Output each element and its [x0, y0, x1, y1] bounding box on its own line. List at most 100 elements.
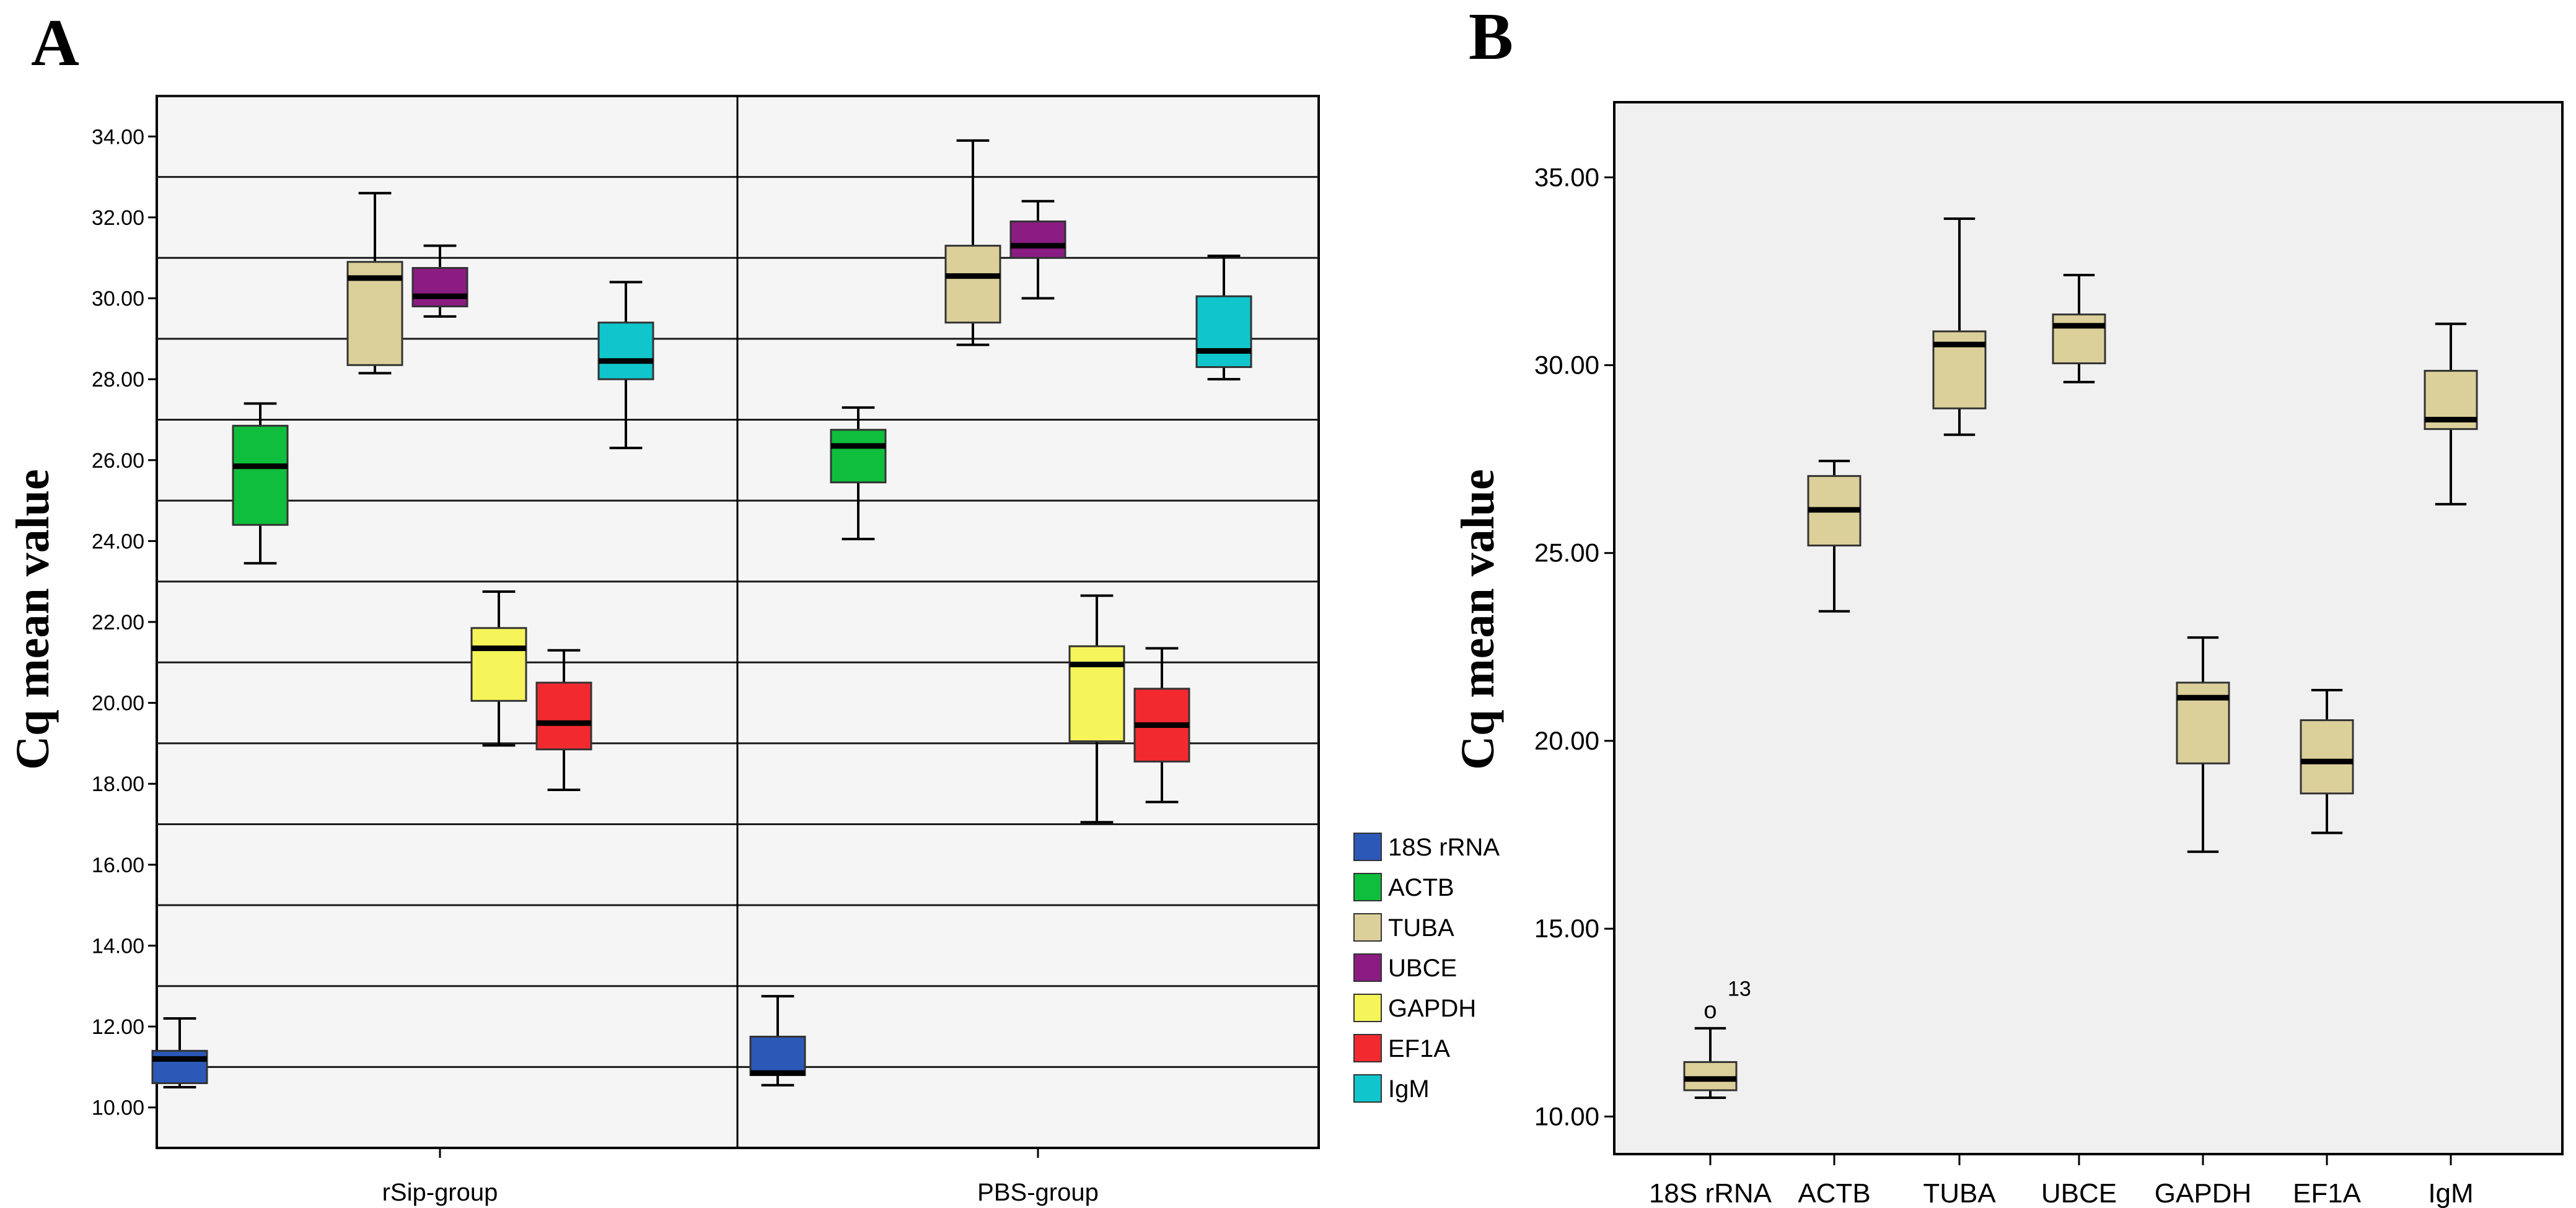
y-tick-label: 18.00 [92, 773, 144, 796]
legend-label: GAPDH [1388, 995, 1476, 1022]
legend-swatch [1353, 1074, 1382, 1103]
box-iqr [1009, 220, 1066, 259]
box-18s-rrna-PBS-group [749, 995, 806, 1087]
box-actb-rSip-group [232, 402, 289, 565]
y-tick-label: 12.00 [92, 1015, 144, 1039]
y-tick-label: 30.00 [1534, 351, 1599, 380]
box-ef1a [2300, 689, 2354, 834]
legend-label: ACTB [1388, 874, 1454, 901]
box-ubce-rSip-group [411, 244, 468, 318]
box-iqr [830, 429, 887, 484]
x-axis-a: rSip-group PBS-group [382, 1148, 1099, 1206]
legend-swatch [1353, 833, 1382, 861]
legend-label: IgM [1388, 1075, 1430, 1103]
legend-swatch [1353, 1034, 1382, 1062]
box-iqr [1068, 645, 1125, 743]
legend-item: IgM [1353, 1074, 1430, 1103]
y-tick-label: 10.00 [92, 1096, 144, 1120]
box-ubce-PBS-group [1009, 199, 1066, 300]
x-tick-label: ACTB [1798, 1178, 1870, 1208]
box-iqr [1683, 1061, 1738, 1092]
x-tick-label: IgM [2428, 1178, 2473, 1208]
box-gapdh [2176, 636, 2230, 853]
legend-item: UBCE [1353, 953, 1457, 982]
legend-swatch [1353, 994, 1382, 1022]
legend-item: 18S rRNA [1353, 833, 1500, 861]
box-iqr [2176, 681, 2230, 764]
legend-swatch [1353, 953, 1382, 982]
panel-b: B Cq mean value 10.00 15.00 20.00 25.00 30.0… [1452, 0, 2564, 1208]
box-iqr [944, 245, 1001, 324]
panel-label-a: A [31, 6, 79, 80]
box-actb-PBS-group [830, 406, 887, 541]
y-tick-label: 20.00 [1534, 726, 1599, 755]
box-igm-PBS-group [1195, 254, 1252, 381]
x-tick-label: PBS-group [977, 1179, 1099, 1206]
box-iqr [232, 424, 289, 526]
boxes-a [151, 139, 1252, 1089]
box-igm-rSip-group [597, 281, 654, 450]
box-gapdh-PBS-group [1068, 594, 1125, 824]
x-tick-label: GAPDH [2155, 1178, 2251, 1208]
box-tuba-PBS-group [944, 139, 1001, 346]
y-tick-label: 20.00 [92, 692, 144, 716]
y-axis-b: 10.00 15.00 20.00 25.00 30.00 35.00 [1534, 162, 1614, 1131]
legend-label: UBCE [1388, 955, 1457, 982]
outlier-marker: o [1703, 998, 1717, 1024]
panel-label-b: B [1469, 0, 1513, 74]
y-tick-label: 32.00 [92, 206, 144, 230]
y-tick-label: 35.00 [1534, 162, 1599, 191]
legend-item: TUBA [1353, 913, 1454, 942]
legend-item: GAPDH [1353, 994, 1476, 1022]
x-tick-label: 18S rRNA [1649, 1178, 1772, 1208]
y-axis-a: 10.00 12.00 14.00 16.00 18.00 20.00 22.00 24.00… [92, 125, 157, 1120]
box-tuba-rSip-group [346, 191, 403, 375]
box-iqr [411, 267, 468, 308]
legend-swatch [1353, 913, 1382, 942]
y-tick-label: 15.00 [1534, 914, 1599, 943]
box-iqr [2300, 719, 2354, 795]
x-tick-label: rSip-group [382, 1179, 498, 1206]
y-tick-label: 25.00 [1534, 538, 1599, 567]
box-ef1a-rSip-group [535, 649, 592, 792]
legend-label: TUBA [1388, 914, 1454, 942]
box-18s-rrna: o 13 [1683, 978, 1751, 1100]
box-iqr [597, 322, 654, 380]
box-tuba [1932, 217, 1987, 436]
box-ubce [2052, 273, 2106, 383]
box-iqr [151, 1049, 208, 1085]
legend-label: EF1A [1388, 1035, 1450, 1062]
x-tick-label: UBCE [2041, 1178, 2117, 1208]
y-tick-label: 28.00 [92, 368, 144, 392]
outlier-label: 13 [1728, 978, 1751, 1001]
box-actb [1807, 460, 1862, 613]
legend-label: 18S rRNA [1388, 834, 1500, 861]
y-tick-label: 14.00 [92, 934, 144, 958]
y-tick-label: 26.00 [92, 449, 144, 473]
y-tick-label: 22.00 [92, 611, 144, 634]
panel-a: A Cq mean value 10.00 12.00 14.00 16.00 18.0… [7, 6, 1500, 1206]
x-tick-label: EF1A [2293, 1178, 2362, 1208]
box-iqr [749, 1035, 806, 1076]
box-18s-rrna-rSip-group [151, 1017, 208, 1089]
legend: 18S rRNA ACTB TUBA UBCE GAPDH EF1A IgM [1353, 833, 1500, 1103]
y-tick-label: 30.00 [92, 287, 144, 311]
box-igm [2424, 322, 2478, 506]
y-axis-label-a: Cq mean value [7, 469, 59, 770]
box-iqr [1195, 295, 1252, 369]
y-tick-label: 16.00 [92, 854, 144, 877]
y-tick-label: 34.00 [92, 125, 144, 149]
x-tick-label: TUBA [1923, 1178, 1996, 1208]
legend-item: EF1A [1353, 1034, 1450, 1062]
y-axis-label-b: Cq mean value [1452, 469, 1504, 770]
boxes-b: o 13 [1683, 217, 2478, 1100]
box-ef1a-PBS-group [1133, 647, 1190, 803]
x-axis-b: 18S rRNA ACTB TUBA UBCE GAPDH EF1A IgM [1649, 1154, 2474, 1208]
y-tick-label: 24.00 [92, 530, 144, 553]
box-gapdh-rSip-group [470, 590, 527, 747]
legend-swatch [1353, 873, 1382, 901]
box-iqr [2052, 313, 2106, 364]
box-iqr [535, 681, 592, 751]
box-iqr [470, 627, 527, 702]
